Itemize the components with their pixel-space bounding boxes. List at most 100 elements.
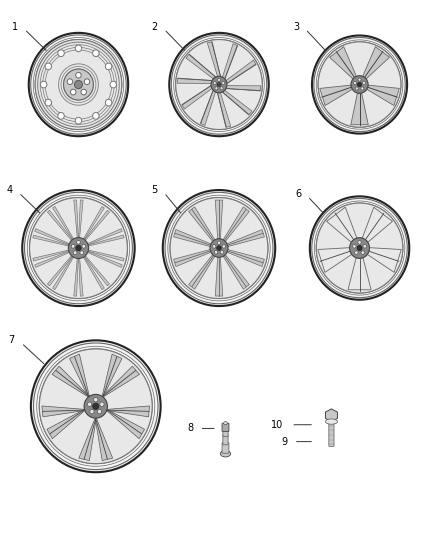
Ellipse shape bbox=[77, 240, 80, 244]
Polygon shape bbox=[47, 210, 72, 240]
Polygon shape bbox=[227, 249, 265, 266]
FancyBboxPatch shape bbox=[222, 443, 229, 453]
Ellipse shape bbox=[110, 81, 117, 88]
Ellipse shape bbox=[100, 402, 104, 406]
Polygon shape bbox=[186, 54, 215, 79]
Polygon shape bbox=[74, 259, 78, 296]
Polygon shape bbox=[83, 206, 104, 239]
Ellipse shape bbox=[81, 89, 86, 95]
Text: 10: 10 bbox=[271, 419, 283, 430]
Ellipse shape bbox=[84, 394, 107, 418]
Ellipse shape bbox=[353, 82, 357, 85]
FancyBboxPatch shape bbox=[329, 420, 334, 446]
Ellipse shape bbox=[29, 33, 128, 136]
Polygon shape bbox=[47, 256, 72, 286]
Polygon shape bbox=[329, 47, 357, 79]
Ellipse shape bbox=[31, 341, 161, 472]
Ellipse shape bbox=[84, 79, 90, 85]
Ellipse shape bbox=[312, 36, 407, 134]
Polygon shape bbox=[35, 229, 69, 245]
Ellipse shape bbox=[350, 238, 370, 259]
Ellipse shape bbox=[92, 50, 99, 56]
Ellipse shape bbox=[94, 398, 98, 402]
Polygon shape bbox=[182, 86, 212, 109]
Ellipse shape bbox=[358, 240, 361, 244]
Ellipse shape bbox=[35, 39, 122, 130]
FancyBboxPatch shape bbox=[223, 434, 228, 445]
Ellipse shape bbox=[217, 241, 221, 245]
Polygon shape bbox=[88, 229, 122, 245]
Ellipse shape bbox=[353, 245, 356, 248]
Polygon shape bbox=[88, 252, 122, 268]
Ellipse shape bbox=[357, 246, 362, 251]
Ellipse shape bbox=[222, 245, 226, 248]
Polygon shape bbox=[325, 409, 337, 422]
Ellipse shape bbox=[71, 244, 75, 248]
Ellipse shape bbox=[211, 76, 227, 93]
Ellipse shape bbox=[316, 203, 403, 293]
Ellipse shape bbox=[74, 80, 82, 88]
Polygon shape bbox=[33, 235, 69, 246]
Ellipse shape bbox=[210, 239, 228, 257]
Polygon shape bbox=[189, 207, 215, 241]
Ellipse shape bbox=[93, 403, 99, 409]
Ellipse shape bbox=[215, 87, 218, 90]
Polygon shape bbox=[327, 207, 357, 243]
Ellipse shape bbox=[220, 251, 224, 254]
Ellipse shape bbox=[58, 112, 64, 119]
Text: 9: 9 bbox=[281, 437, 287, 447]
Ellipse shape bbox=[40, 81, 47, 88]
Ellipse shape bbox=[355, 87, 358, 90]
Text: 6: 6 bbox=[295, 189, 301, 199]
Polygon shape bbox=[35, 252, 69, 268]
Ellipse shape bbox=[97, 409, 102, 414]
Ellipse shape bbox=[218, 78, 220, 82]
Ellipse shape bbox=[310, 196, 409, 300]
Ellipse shape bbox=[224, 422, 227, 425]
Polygon shape bbox=[53, 256, 74, 289]
Ellipse shape bbox=[75, 117, 82, 124]
Polygon shape bbox=[107, 406, 150, 417]
Polygon shape bbox=[74, 200, 78, 238]
Polygon shape bbox=[226, 86, 261, 91]
Polygon shape bbox=[226, 60, 256, 84]
Polygon shape bbox=[88, 250, 124, 261]
Polygon shape bbox=[47, 409, 85, 439]
Ellipse shape bbox=[220, 87, 223, 90]
Ellipse shape bbox=[169, 33, 269, 136]
Polygon shape bbox=[83, 256, 104, 289]
Ellipse shape bbox=[39, 349, 152, 464]
Polygon shape bbox=[173, 230, 211, 247]
Text: 5: 5 bbox=[152, 185, 158, 195]
Text: 1: 1 bbox=[12, 21, 18, 31]
Ellipse shape bbox=[106, 99, 112, 106]
Polygon shape bbox=[207, 42, 220, 76]
Polygon shape bbox=[218, 93, 231, 127]
Ellipse shape bbox=[76, 72, 81, 78]
Polygon shape bbox=[102, 354, 122, 397]
Text: 8: 8 bbox=[187, 423, 193, 433]
Polygon shape bbox=[200, 90, 215, 125]
Polygon shape bbox=[189, 255, 215, 289]
Polygon shape bbox=[351, 93, 368, 125]
Ellipse shape bbox=[222, 82, 225, 85]
Ellipse shape bbox=[363, 82, 366, 85]
Ellipse shape bbox=[73, 251, 77, 255]
Polygon shape bbox=[223, 207, 249, 241]
Ellipse shape bbox=[220, 450, 231, 457]
Text: 4: 4 bbox=[6, 185, 12, 195]
Ellipse shape bbox=[213, 82, 216, 85]
Polygon shape bbox=[362, 207, 392, 243]
Polygon shape bbox=[79, 259, 83, 296]
Ellipse shape bbox=[214, 251, 218, 254]
Polygon shape bbox=[88, 235, 124, 246]
Polygon shape bbox=[95, 418, 113, 461]
Ellipse shape bbox=[361, 251, 364, 254]
FancyBboxPatch shape bbox=[222, 423, 229, 432]
Ellipse shape bbox=[363, 245, 367, 248]
Ellipse shape bbox=[75, 45, 82, 52]
Ellipse shape bbox=[163, 190, 275, 306]
Ellipse shape bbox=[82, 244, 86, 248]
Ellipse shape bbox=[357, 82, 362, 87]
Polygon shape bbox=[363, 47, 389, 79]
